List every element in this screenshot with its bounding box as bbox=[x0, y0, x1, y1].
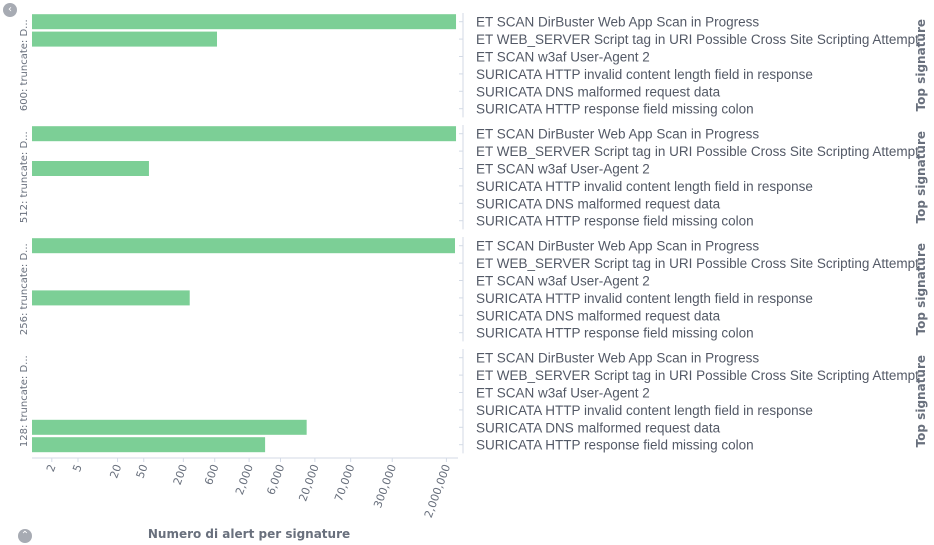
category-label: SURICATA DNS malformed request data bbox=[476, 84, 721, 99]
category-label: SURICATA HTTP invalid content length fie… bbox=[476, 67, 813, 82]
category-label: ET WEB_SERVER Script tag in URI Possible… bbox=[476, 368, 919, 383]
x-tick-label: 300,000 bbox=[371, 463, 399, 510]
category-label: SURICATA HTTP response field missing col… bbox=[476, 102, 754, 117]
category-label: ET SCAN w3af User-Agent 2 bbox=[476, 386, 650, 401]
category-label: ET SCAN w3af User-Agent 2 bbox=[476, 162, 650, 177]
chevron-left-icon[interactable]: ‹ bbox=[3, 3, 17, 17]
x-tick-label: 5 bbox=[70, 463, 85, 474]
bar bbox=[32, 161, 149, 176]
bar bbox=[32, 31, 218, 47]
bar bbox=[32, 126, 457, 142]
panel-title: 256: truncate: D... bbox=[19, 243, 30, 335]
x-tick-label: 2,000,000 bbox=[422, 463, 453, 520]
category-label: ET WEB_SERVER Script tag in URI Possible… bbox=[476, 32, 919, 47]
category-label: SURICATA HTTP response field missing col… bbox=[476, 326, 754, 341]
x-tick-label: 2 bbox=[44, 463, 59, 474]
category-label: SURICATA HTTP response field missing col… bbox=[476, 438, 754, 453]
category-label: ET SCAN DirBuster Web App Scan in Progre… bbox=[476, 351, 759, 366]
y-axis-title: Top signature bbox=[914, 131, 928, 223]
y-axis-title: Top signature bbox=[914, 19, 928, 111]
x-axis-title: Numero di alert per signature bbox=[148, 527, 350, 541]
x-tick-label: 50 bbox=[134, 463, 151, 481]
category-label: SURICATA DNS malformed request data bbox=[476, 420, 721, 435]
bar bbox=[32, 14, 457, 30]
panel-title: 128: truncate: D... bbox=[19, 355, 30, 447]
x-tick-label: 2,000 bbox=[233, 463, 256, 497]
x-tick-label: 20,000 bbox=[296, 463, 321, 504]
category-label: SURICATA HTTP invalid content length fie… bbox=[476, 179, 813, 194]
panel-title: 512: truncate: D... bbox=[19, 131, 30, 223]
category-label: SURICATA HTTP response field missing col… bbox=[476, 214, 754, 229]
y-axis-title: Top signature bbox=[914, 243, 928, 335]
x-tick-label: 600 bbox=[202, 463, 221, 487]
category-label: ET WEB_SERVER Script tag in URI Possible… bbox=[476, 256, 919, 271]
x-tick-label: 200 bbox=[171, 463, 190, 487]
category-label: ET SCAN DirBuster Web App Scan in Progre… bbox=[476, 127, 759, 142]
x-tick-label: 20 bbox=[107, 463, 124, 481]
chevron-up-icon[interactable]: ⌃ bbox=[18, 529, 32, 543]
bar bbox=[32, 419, 307, 435]
x-tick-label: 6,000 bbox=[264, 463, 287, 497]
bar bbox=[32, 437, 266, 453]
category-label: SURICATA DNS malformed request data bbox=[476, 308, 721, 323]
y-axis-title: Top signature bbox=[914, 355, 928, 447]
category-label: SURICATA HTTP invalid content length fie… bbox=[476, 291, 813, 306]
category-label: ET SCAN DirBuster Web App Scan in Progre… bbox=[476, 15, 759, 30]
category-label: ET SCAN w3af User-Agent 2 bbox=[476, 50, 650, 65]
x-tick-label: 70,000 bbox=[332, 463, 357, 504]
bar bbox=[32, 238, 455, 254]
bar bbox=[32, 290, 190, 306]
category-label: ET WEB_SERVER Script tag in URI Possible… bbox=[476, 144, 919, 159]
panel-title: 600: truncate: D... bbox=[19, 19, 30, 111]
category-label: ET SCAN w3af User-Agent 2 bbox=[476, 274, 650, 289]
category-label: ET SCAN DirBuster Web App Scan in Progre… bbox=[476, 239, 759, 254]
category-label: SURICATA HTTP invalid content length fie… bbox=[476, 403, 813, 418]
category-label: SURICATA DNS malformed request data bbox=[476, 196, 721, 211]
